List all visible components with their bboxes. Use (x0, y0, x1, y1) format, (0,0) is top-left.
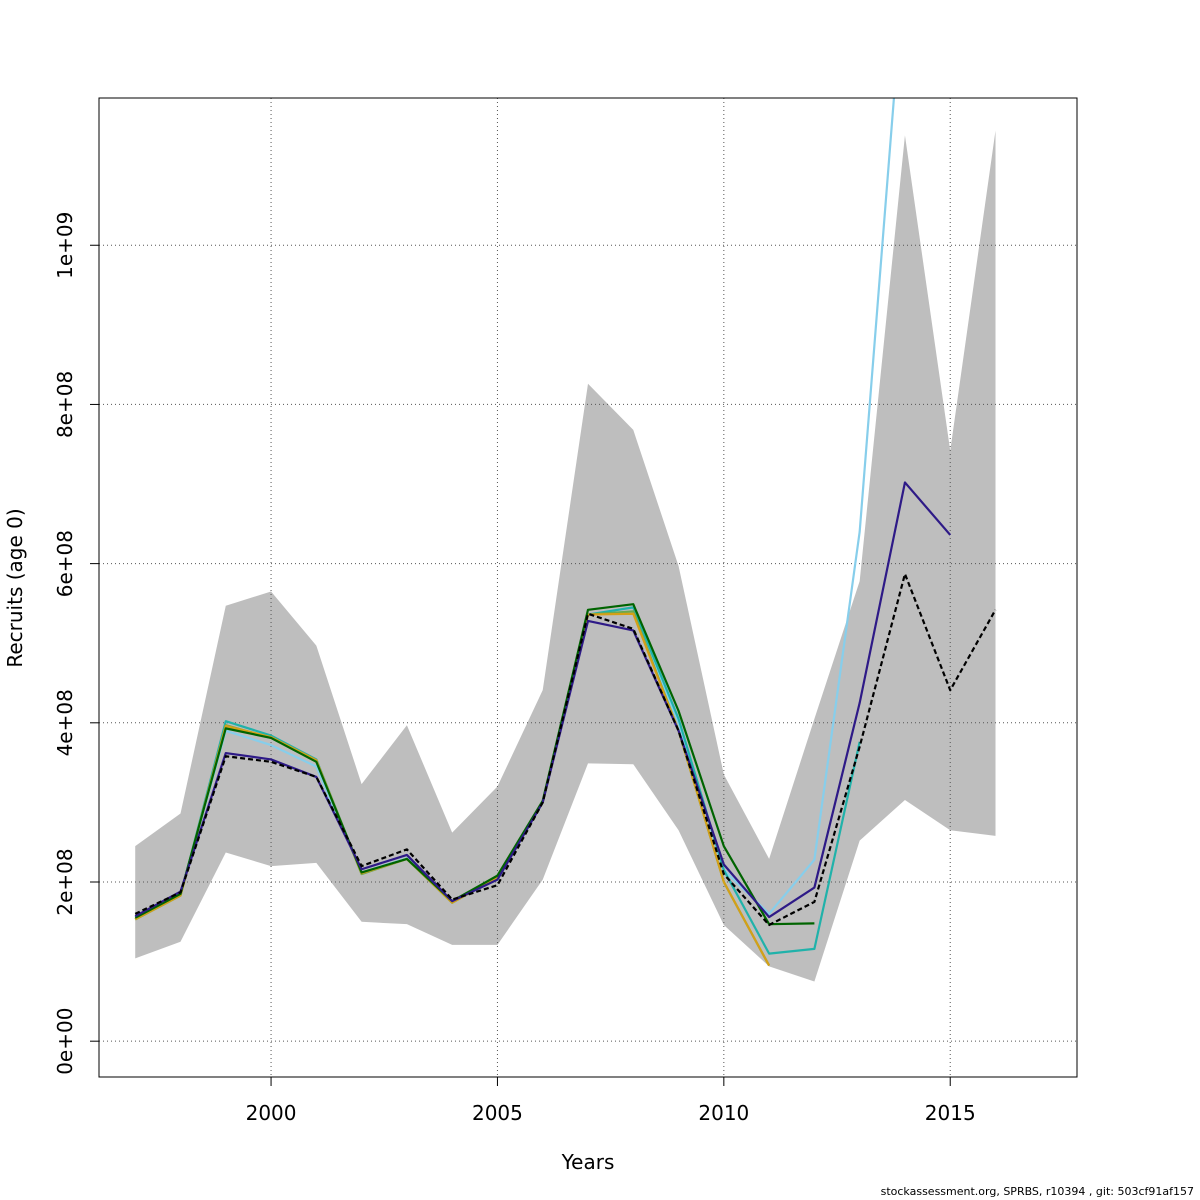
confidence-band (135, 130, 996, 982)
x-tick-label: 2005 (472, 1101, 523, 1125)
x-axis: 2000 2005 2010 2015 (246, 1077, 976, 1125)
y-tick-label: 4e+08 (53, 689, 77, 756)
series-line-7 (134, 572, 997, 927)
footer-credit: stockassessment.org, SPRBS, r10394 , git… (880, 1185, 1194, 1198)
y-tick-label: 0e+00 (53, 1008, 77, 1075)
y-tick-label: 6e+08 (53, 530, 77, 597)
x-tick-label: 2015 (925, 1101, 976, 1125)
series-lines (134, 98, 997, 967)
y-axis: 0e+00 2e+08 4e+08 6e+08 8e+08 1e+09 (53, 212, 99, 1075)
x-tick-label: 2010 (698, 1101, 749, 1125)
y-tick-label: 2e+08 (53, 848, 77, 915)
grid-lines (99, 98, 1077, 1077)
x-tick-label: 2000 (246, 1101, 297, 1125)
y-tick-label: 8e+08 (53, 371, 77, 438)
confidence-band-area (135, 130, 996, 982)
series-line-5 (134, 603, 815, 926)
series-line-4 (134, 612, 771, 967)
x-axis-title: Years (561, 1150, 615, 1174)
y-tick-label: 1e+09 (53, 212, 77, 279)
plot-frame (98, 97, 1078, 1078)
y-axis-title: Recruits (age 0) (3, 508, 27, 667)
